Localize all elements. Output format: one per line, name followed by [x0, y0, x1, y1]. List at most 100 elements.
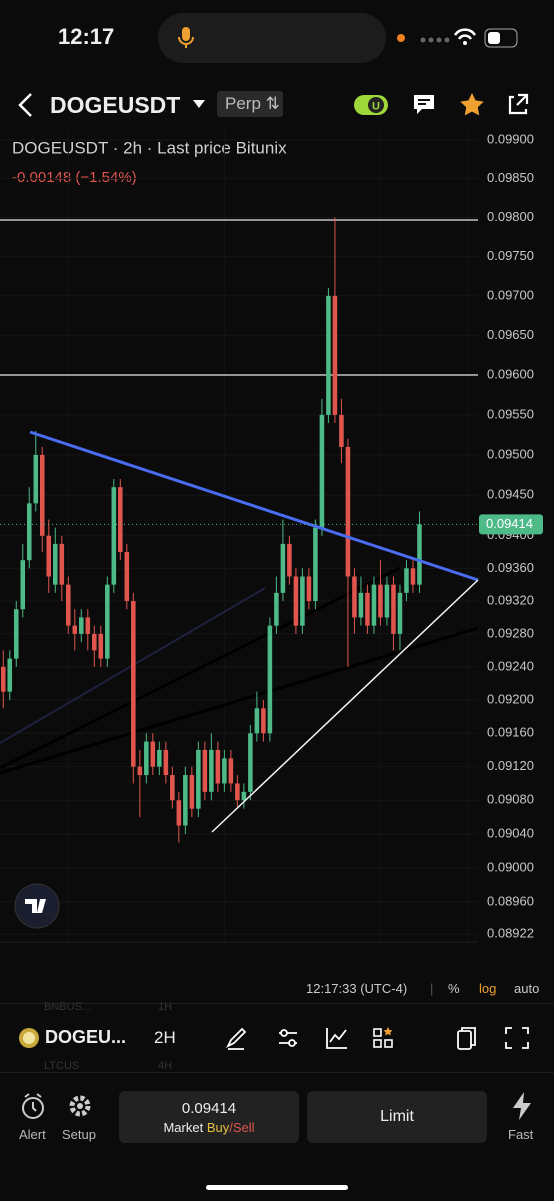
- limit-label: Limit: [380, 1108, 414, 1125]
- candle-body: [241, 791, 247, 801]
- chart-title: DOGEUSDT · 2h · Last price Bitunix: [12, 138, 287, 157]
- candle-body: [306, 576, 312, 602]
- y-tick-label: 0.09360: [487, 560, 534, 575]
- toolbar: BNBUS... 1H LTCUS 4H DOGEU... 2H: [0, 1001, 554, 1072]
- candle-body: [397, 592, 403, 634]
- y-tick-label: 0.09600: [487, 366, 534, 381]
- last-price-label: 0.09414: [486, 516, 533, 531]
- clock: 12:17:33 (UTC-4): [306, 981, 408, 996]
- home-indicator: [206, 1185, 348, 1190]
- auto-toggle[interactable]: auto: [514, 981, 540, 996]
- candle-body: [137, 766, 143, 776]
- y-tick-label: 0.09240: [487, 658, 534, 673]
- y-tick-label: 0.09800: [487, 209, 534, 224]
- market-label: Market: [163, 1119, 204, 1135]
- candle-body: [274, 592, 279, 626]
- buy-label: Buy: [206, 1119, 230, 1135]
- candle-body: [183, 775, 188, 826]
- toolbar-interval[interactable]: 2H: [154, 1028, 176, 1047]
- y-tick-label: 0.09160: [487, 725, 534, 740]
- tv-logo[interactable]: [14, 883, 60, 929]
- candle-body: [150, 741, 156, 767]
- candle-body: [13, 609, 19, 659]
- candle-body: [280, 543, 286, 593]
- chart-change: -0.00148 (−1.54%): [12, 169, 137, 186]
- limit-button[interactable]: Limit: [307, 1091, 487, 1143]
- perp-badge[interactable]: Perp ⇅: [217, 91, 283, 117]
- candle-body: [293, 576, 299, 626]
- market-price: 0.09414: [181, 1099, 237, 1117]
- candle-body: [339, 414, 344, 447]
- y-tick-label: 0.09320: [487, 592, 534, 607]
- ghost-symbol: BNBUS...: [44, 1001, 92, 1013]
- log-toggle[interactable]: log: [479, 981, 497, 996]
- symbol[interactable]: DOGEUSDT: [50, 92, 181, 118]
- candle-body: [0, 666, 6, 692]
- y-tick-label: 0.09200: [487, 691, 534, 706]
- toolbar-icons[interactable]: [224, 1024, 534, 1052]
- candle-body: [170, 775, 175, 801]
- fast-icon[interactable]: [510, 1091, 534, 1121]
- mic-icon: [178, 27, 194, 48]
- setup-label[interactable]: Setup: [62, 1127, 96, 1142]
- candle-body: [248, 733, 253, 792]
- alert-label[interactable]: Alert: [19, 1127, 46, 1142]
- trend-line-black: [0, 566, 401, 770]
- back-button[interactable]: [16, 92, 36, 118]
- header-actions[interactable]: U: [352, 90, 537, 120]
- y-tick-label: 0.09280: [487, 625, 534, 640]
- chart[interactable]: DOGEUSDT · 2h · Last price Bitunix -0.00…: [0, 128, 554, 948]
- candles: [0, 217, 422, 843]
- drawings: [0, 219, 479, 775]
- candle-body: [319, 414, 325, 528]
- y-tick-label: 0.09000: [487, 859, 534, 874]
- candle-body: [118, 487, 123, 553]
- trend-lines: [29, 430, 479, 833]
- candle-body: [365, 592, 370, 626]
- candle-body: [417, 524, 422, 585]
- percent-toggle[interactable]: %: [448, 981, 460, 996]
- resistance-line: [29, 430, 479, 582]
- candle-body: [384, 584, 390, 618]
- coin-icon: [19, 1028, 39, 1048]
- alert-icon[interactable]: [20, 1091, 46, 1121]
- y-tick-label: 0.09700: [487, 287, 534, 302]
- candle-body: [228, 758, 234, 784]
- fast-label[interactable]: Fast: [508, 1127, 534, 1142]
- candle-body: [222, 758, 227, 784]
- candle-body: [33, 454, 39, 504]
- candle-body: [189, 775, 195, 809]
- candle-body: [157, 749, 162, 767]
- candle-body: [313, 527, 318, 602]
- status-icons: [397, 28, 518, 48]
- candle-body: [267, 625, 273, 734]
- candle-body: [105, 584, 110, 659]
- candle-body: [358, 592, 364, 618]
- ghost-symbol: LTCUS: [44, 1060, 80, 1072]
- toolbar-symbol[interactable]: DOGEU...: [45, 1027, 127, 1047]
- support-line: [211, 579, 479, 833]
- candle-body: [209, 749, 214, 792]
- y-tick-label: 0.09040: [487, 825, 534, 840]
- candle-body: [26, 503, 32, 561]
- dynamic-island: [158, 13, 386, 63]
- y-tick-label: 0.08960: [487, 893, 534, 908]
- candle-body: [72, 625, 78, 634]
- candle-body: [215, 749, 221, 784]
- candle-body: [326, 295, 331, 415]
- y-tick-label: 0.09750: [487, 248, 534, 263]
- candle-body: [39, 454, 45, 536]
- candle-body: [261, 708, 266, 734]
- ghost-interval: 4H: [158, 1060, 173, 1072]
- candle-body: [196, 749, 201, 809]
- candle-body: [410, 568, 416, 585]
- dropdown-icon[interactable]: [192, 99, 206, 109]
- chart-bg: [0, 128, 554, 948]
- candle-body: [20, 560, 26, 610]
- market-button[interactable]: 0.09414 Market Buy/Sell: [119, 1091, 299, 1143]
- candle-body: [332, 295, 338, 415]
- candle-body: [352, 576, 357, 618]
- setup-icon[interactable]: [67, 1093, 93, 1119]
- perp-label: Perp: [225, 94, 261, 113]
